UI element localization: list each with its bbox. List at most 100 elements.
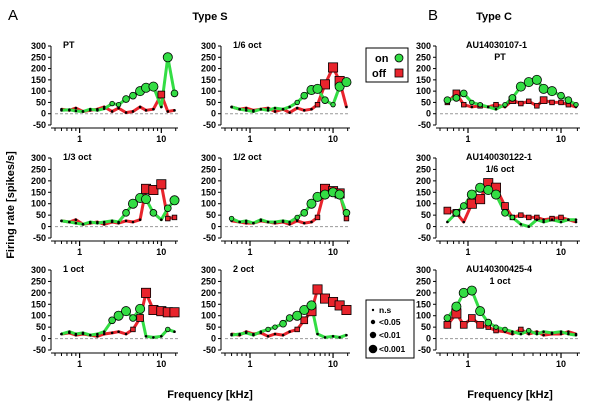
point-on	[508, 94, 517, 102]
y-tick-label: 100	[31, 311, 46, 321]
point-on	[165, 326, 171, 333]
y-tick-label: 250	[201, 164, 216, 174]
point-on	[173, 330, 176, 334]
panel-a-label: A	[8, 7, 18, 24]
y-tick-label: -50	[33, 233, 46, 243]
point-off	[559, 332, 563, 336]
point-off	[96, 334, 99, 338]
point-on	[96, 332, 99, 336]
point-on	[259, 218, 263, 222]
sig-005-label: <0.05	[379, 317, 401, 327]
y-tick-label: 150	[31, 75, 46, 85]
point-off	[165, 215, 171, 222]
x-tick-label: 10	[156, 359, 166, 369]
point-off	[535, 330, 539, 334]
point-off	[539, 96, 548, 104]
y-tick-label: 250	[416, 164, 431, 174]
y-tick-label: 200	[416, 288, 431, 298]
point-on	[238, 332, 241, 336]
y-tick-label: -50	[203, 120, 216, 130]
point-off	[302, 109, 306, 112]
point-on	[451, 301, 462, 312]
point-on	[321, 96, 329, 104]
y-tick-label: 300	[31, 153, 46, 163]
x-axis-title-b: Frequency [kHz]	[467, 389, 553, 401]
point-on	[149, 209, 158, 217]
x-tick-label: 1	[77, 134, 82, 144]
sig-ns-label: n.s	[379, 305, 392, 315]
point-on	[312, 83, 323, 94]
y-tick-label: 0	[41, 222, 46, 232]
point-on	[452, 209, 461, 217]
point-on	[316, 332, 319, 336]
point-off	[173, 109, 176, 112]
point-on	[252, 110, 255, 113]
point-off	[295, 219, 299, 223]
point-on	[459, 89, 468, 98]
point-on	[515, 81, 526, 92]
point-on	[102, 107, 106, 111]
x-tick-label: 1	[247, 359, 252, 369]
point-on	[281, 219, 285, 223]
point-off	[312, 284, 323, 295]
y-tick-label: 100	[201, 199, 216, 209]
y-tick-label: 150	[416, 299, 431, 309]
point-off	[130, 326, 136, 333]
point-on	[129, 314, 137, 322]
y-tick-label: 50	[36, 97, 46, 107]
point-off	[534, 103, 540, 109]
y-tick-label: 50	[421, 97, 431, 107]
point-on	[475, 306, 486, 317]
panel-label: 2 oct	[233, 264, 254, 274]
sig-001-label: <0.01	[379, 330, 401, 340]
point-on	[292, 310, 303, 321]
y-tick-label: 100	[416, 311, 431, 321]
point-off	[294, 326, 300, 333]
point-off	[468, 314, 476, 322]
point-on	[477, 101, 483, 108]
point-on	[341, 77, 352, 88]
y-tick-label: 50	[206, 210, 216, 220]
point-on	[230, 333, 233, 337]
point-off	[266, 106, 270, 110]
y-tick-label: 250	[31, 52, 46, 62]
point-on	[74, 332, 78, 336]
panel-label: AU140300425-4	[466, 264, 532, 274]
point-on	[266, 220, 270, 224]
point-on	[288, 105, 291, 109]
point-on	[88, 333, 92, 337]
x-tick-label: 10	[328, 247, 338, 257]
y-tick-label: -50	[33, 345, 46, 355]
point-off	[157, 90, 166, 99]
point-on	[109, 100, 115, 107]
point-on	[74, 109, 78, 113]
point-on	[550, 218, 554, 222]
point-off	[341, 304, 352, 315]
legend-off-marker	[394, 68, 404, 78]
point-on	[573, 101, 579, 108]
point-off	[501, 202, 509, 210]
y-tick-label: 100	[31, 86, 46, 96]
point-on	[273, 106, 277, 110]
point-on	[60, 109, 63, 112]
point-off	[558, 214, 564, 221]
point-on	[557, 91, 565, 100]
point-on	[299, 304, 310, 315]
sig-ns-marker	[371, 308, 375, 312]
y-tick-label: 300	[416, 41, 431, 51]
point-on	[266, 109, 270, 112]
y-tick-label: 200	[31, 288, 46, 298]
point-off	[459, 321, 468, 329]
point-on	[509, 214, 516, 221]
y-tick-label: -50	[203, 345, 216, 355]
point-on	[490, 189, 501, 200]
y-tick-label: 0	[211, 334, 216, 344]
point-on	[564, 96, 573, 104]
point-on	[244, 109, 248, 112]
y-tick-label: 300	[201, 265, 216, 275]
point-off	[567, 330, 570, 334]
y-tick-label: 300	[201, 153, 216, 163]
